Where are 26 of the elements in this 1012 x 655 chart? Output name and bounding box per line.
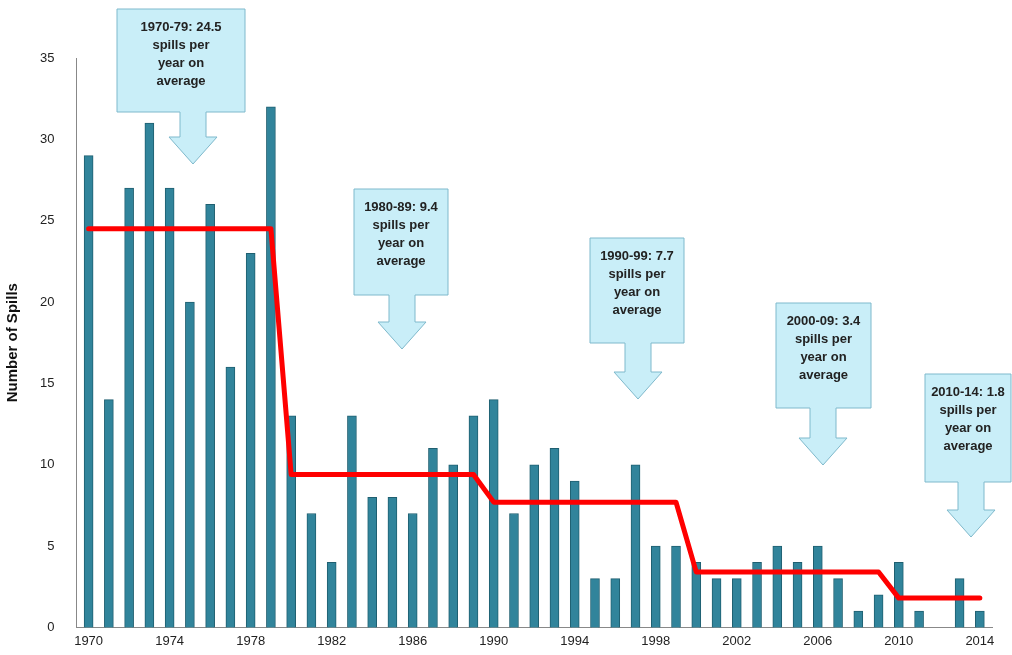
y-tick-label: 5 (47, 537, 55, 553)
y-tick-label: 20 (39, 293, 55, 309)
annotation: 1970-79: 24.5 spills per year on average (139, 18, 223, 90)
annotation: 2000-09: 3.4 spills per year on average (785, 312, 862, 384)
x-tick-label: 2014 (965, 632, 995, 648)
y-tick-label: 30 (39, 130, 55, 146)
x-tick-label: 1994 (560, 632, 590, 648)
y-tick-label: 15 (39, 374, 55, 390)
y-axis-title: Number of Spills (3, 283, 21, 403)
x-tick-label: 1978 (236, 632, 266, 648)
y-tick-label: 35 (39, 49, 55, 65)
x-tick-label: 1970 (74, 632, 104, 648)
x-tick-label: 2010 (884, 632, 914, 648)
x-tick-label: 2002 (722, 632, 752, 648)
x-tick-label: 1990 (479, 632, 509, 648)
annotation: 1980-89: 9.4 spills per year on average (363, 198, 439, 270)
annotation: 1990-99: 7.7 spills per year on average (599, 247, 675, 319)
x-tick-label: 2006 (803, 632, 833, 648)
x-tick-label: 1986 (398, 632, 428, 648)
annotation: 2010-14: 1.8 spills per year on average (930, 383, 1006, 455)
y-tick-label: 0 (47, 618, 55, 634)
x-tick-label: 1998 (641, 632, 671, 648)
y-tick-label: 10 (39, 456, 55, 472)
y-tick-label: 25 (39, 212, 55, 228)
x-tick-label: 1974 (155, 632, 185, 648)
x-tick-label: 1982 (317, 632, 347, 648)
